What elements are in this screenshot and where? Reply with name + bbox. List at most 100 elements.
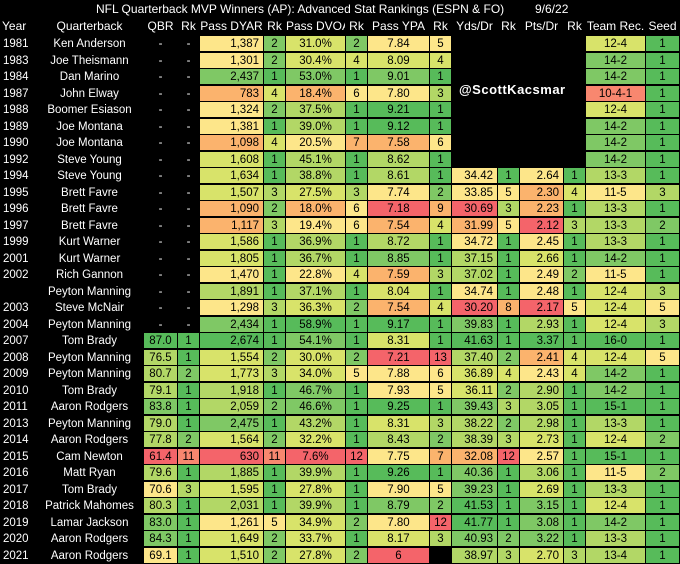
cell-pts-rk: 1 [564, 333, 586, 349]
cell-dvoa: 34.9% [286, 515, 346, 531]
cell-qbr-rk: - [178, 102, 200, 118]
cell-ypa: 8.04 [368, 284, 430, 300]
cell-qbr-rk: - [178, 69, 200, 85]
cell-yds-rk: 1 [498, 267, 520, 283]
cell-ypa-rk: 3 [430, 416, 452, 432]
cell-dyar: 1,595 [200, 482, 264, 498]
cell-dvoa-rk: 4 [346, 53, 368, 69]
cell-year: 1988 [0, 102, 36, 118]
cell-qbr: - [144, 218, 178, 234]
cell-qbr: 79.0 [144, 416, 178, 432]
cell-dvoa: 27.8% [286, 482, 346, 498]
cell-ypa-rk: 1 [430, 152, 452, 168]
cell-ypa: 7.18 [368, 201, 430, 217]
cell-qbr-rk: 1 [178, 531, 200, 547]
cell-dyar: 1,586 [200, 234, 264, 250]
cell-dvoa: 53.0% [286, 69, 346, 85]
cell-qbr-rk: 1 [178, 498, 200, 514]
header-cell: Pass DVOA [286, 18, 346, 35]
cell-qbr: - [144, 36, 178, 52]
cell-dyar-rk: 3 [264, 185, 286, 201]
cell-qbr-rk: 1 [178, 350, 200, 366]
cell-yds-dr: 34.42 [452, 168, 498, 184]
cell-qbr: - [144, 152, 178, 168]
cell-ypa-rk: 1 [430, 333, 452, 349]
cell-dyar: 1,891 [200, 284, 264, 300]
cell-rec: 12-4 [586, 284, 646, 300]
cell-ypa: 7.90 [368, 482, 430, 498]
cell-qbr-rk: - [178, 300, 200, 316]
header-cell: Yds/Dr [452, 18, 498, 35]
cell-dyar: 1,090 [200, 201, 264, 217]
cell-dvoa: 19.4% [286, 218, 346, 234]
cell-ypa-rk: 6 [430, 366, 452, 382]
cell-ypa-rk: 3 [430, 86, 452, 102]
cell-ypa-rk: 2 [430, 185, 452, 201]
cell-pts-dr [520, 152, 564, 168]
cell-qbr-rk: - [178, 251, 200, 267]
cell-pts-dr [520, 53, 564, 69]
cell-seed: 2 [646, 218, 680, 234]
cell-yds-dr: 41.53 [452, 498, 498, 514]
cell-dvoa-rk: 4 [346, 267, 368, 283]
cell-pts-rk [564, 53, 586, 69]
cell-yds-dr [452, 102, 498, 118]
cell-ypa: 7.58 [368, 135, 430, 151]
cell-yds-dr [452, 152, 498, 168]
cell-pts-rk: 1 [564, 168, 586, 184]
cell-seed: 1 [646, 36, 680, 52]
header-cell: Rk [178, 18, 200, 35]
cell-yds-dr: 38.39 [452, 432, 498, 448]
cell-ypa: 8.85 [368, 251, 430, 267]
cell-seed: 1 [646, 267, 680, 283]
cell-yds-dr: 34.74 [452, 284, 498, 300]
cell-ypa: 9.01 [368, 69, 430, 85]
cell-seed: 1 [646, 416, 680, 432]
cell-seed: 2 [646, 432, 680, 448]
cell-rec: 14-2 [586, 251, 646, 267]
cell-dvoa-rk: 1 [346, 416, 368, 432]
cell-yds-rk: 1 [498, 465, 520, 481]
cell-qb: Peyton Manning [36, 350, 144, 366]
cell-yds-dr: 32.08 [452, 449, 498, 465]
cell-dyar-rk: 1 [264, 284, 286, 300]
cell-qbr: - [144, 102, 178, 118]
cell-year [0, 284, 36, 300]
cell-dyar-rk: 2 [264, 201, 286, 217]
cell-ypa-rk: 6 [430, 135, 452, 151]
cell-ypa: 8.31 [368, 416, 430, 432]
cell-yds-rk [498, 119, 520, 135]
cell-dyar: 1,805 [200, 251, 264, 267]
cell-year: 1987 [0, 86, 36, 102]
cell-qb: Aaron Rodgers [36, 531, 144, 547]
cell-dvoa: 31.0% [286, 36, 346, 52]
cell-qb: Tom Brady [36, 482, 144, 498]
cell-qbr: 77.8 [144, 432, 178, 448]
cell-qb: Brett Favre [36, 185, 144, 201]
cell-qb: Aaron Rodgers [36, 432, 144, 448]
cell-pts-dr [520, 36, 564, 52]
cell-qbr-rk: - [178, 201, 200, 217]
cell-year: 2016 [0, 465, 36, 481]
cell-pts-dr: 2.45 [520, 234, 564, 250]
cell-ypa: 7.74 [368, 185, 430, 201]
cell-pts-dr: 2.17 [520, 300, 564, 316]
cell-rec: 11-5 [586, 185, 646, 201]
cell-qbr-rk: 1 [178, 399, 200, 415]
cell-dvoa-rk: 1 [346, 152, 368, 168]
cell-ypa: 7.21 [368, 350, 430, 366]
cell-qbr-rk: - [178, 119, 200, 135]
cell-year: 2004 [0, 317, 36, 333]
cell-year: 1995 [0, 185, 36, 201]
cell-seed: 1 [646, 119, 680, 135]
cell-ypa-rk: 7 [430, 449, 452, 465]
cell-dyar-rk: 1 [264, 317, 286, 333]
cell-qbr: 83.0 [144, 515, 178, 531]
cell-dvoa: 39.9% [286, 465, 346, 481]
